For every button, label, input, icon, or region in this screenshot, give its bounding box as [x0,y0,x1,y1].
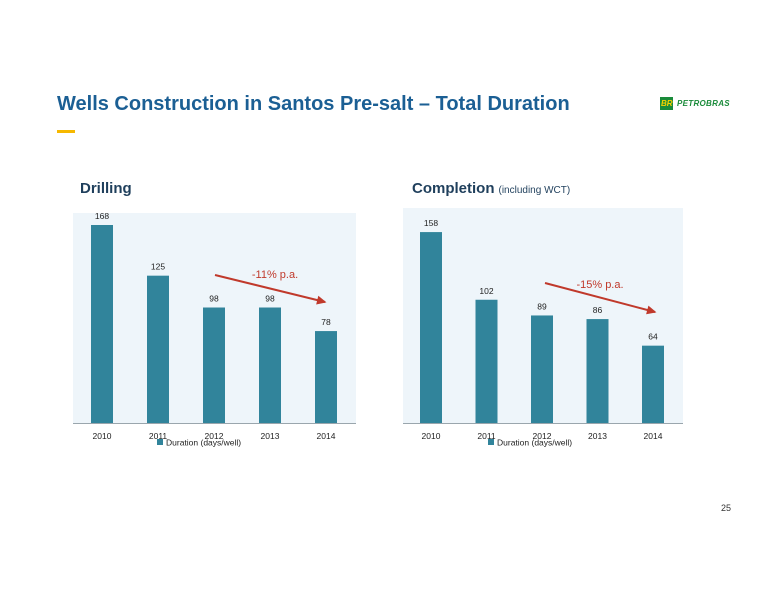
chart-title: Completion (including WCT) [412,180,570,197]
logo-mark-text: BR [661,98,673,108]
legend-label: Duration (days/well) [166,438,241,448]
page-number: 25 [721,503,732,513]
data-label-2012: 89 [537,301,547,311]
bar-2011 [147,275,169,423]
bar-2013 [586,319,609,423]
trend-arrow-head [316,295,327,305]
x-tick-label-2013: 2013 [261,431,280,441]
chart-subtitle: (including WCT) [499,185,571,196]
x-tick-label-2011: 2011 [149,431,168,441]
data-label-2014: 64 [648,332,658,342]
x-tick-label-2011: 2011 [477,431,496,441]
logo-wordmark: PETROBRAS [677,98,730,108]
chart-title-main: Completion [412,180,495,197]
data-label-2011: 125 [151,262,165,272]
bar-2014 [642,345,664,423]
bar-2013 [259,307,281,423]
trend-arrow-line [214,274,326,303]
title-accent-bar [57,130,75,133]
x-tick-label-2013: 2013 [588,431,607,441]
chart-drilling: Drilling 168 2010 125 2011 98 2012 98 2013 78 2014… [73,180,356,448]
x-tick-label-2014: 2014 [644,431,663,441]
x-tick-label-2010: 2010 [422,431,441,441]
legend-swatch [488,439,494,445]
x-tick-label-2014: 2014 [317,431,336,441]
petrobras-logo: BR PETROBRAS [660,96,730,110]
br-logo-icon: BR [660,96,673,110]
data-label-2012: 98 [209,294,219,304]
x-tick-label-2012: 2012 [533,431,552,441]
chart-title-main: Drilling [80,180,132,197]
data-label-2014: 78 [321,317,331,327]
bar-2011 [475,299,498,423]
chart-title: Drilling [80,180,132,197]
bar-2014 [315,331,337,423]
data-label-2010: 168 [95,211,109,221]
trend-annotation: -15% p.a. [576,279,623,291]
bar-2010 [420,232,442,423]
slide-title: Wells Construction in Santos Pre-salt – … [57,93,570,115]
data-label-2010: 158 [424,218,438,228]
data-label-2011: 102 [479,286,493,296]
trend-annotation: -11% p.a. [252,269,298,281]
trend-arrow-head [646,305,657,315]
bar-2012 [203,307,225,423]
trend-arrow-line [544,282,656,313]
data-label-2013: 86 [593,305,603,315]
legend-swatch [157,439,163,445]
bar-2012 [531,315,553,423]
legend-label: Duration (days/well) [497,438,572,448]
bar-2010 [91,225,113,423]
data-label-2013: 98 [265,294,275,304]
chart-completion: Completion (including WCT) 158 2010 102 2011 8… [403,180,683,448]
x-tick-label-2012: 2012 [205,431,224,441]
x-tick-label-2010: 2010 [93,431,112,441]
